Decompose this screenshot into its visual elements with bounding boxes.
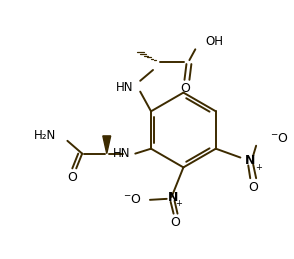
Text: HN: HN (116, 81, 133, 94)
Text: N: N (245, 154, 255, 167)
Text: +: + (255, 163, 262, 172)
Text: $^{-}$O: $^{-}$O (270, 132, 289, 145)
Text: O: O (181, 82, 191, 95)
Text: +: + (175, 199, 182, 208)
Text: O: O (67, 171, 77, 184)
Text: O: O (171, 216, 181, 229)
Text: O: O (248, 181, 258, 193)
Polygon shape (103, 136, 111, 154)
Text: N: N (167, 191, 178, 204)
Text: $^{-}$O: $^{-}$O (123, 193, 142, 206)
Text: OH: OH (205, 35, 223, 48)
Text: HN: HN (113, 147, 130, 160)
Text: H₂N: H₂N (34, 130, 56, 142)
